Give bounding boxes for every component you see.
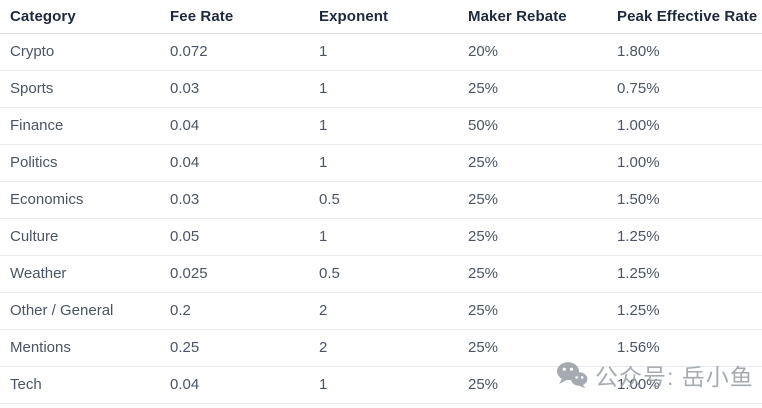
table-row: Economics 0.03 0.5 25% 1.50% xyxy=(0,181,762,219)
cell-exponent: 0.5 xyxy=(319,255,468,293)
cell-exponent: 2 xyxy=(319,292,468,330)
cell-maker-rebate: 25% xyxy=(468,70,617,108)
column-header-exponent: Exponent xyxy=(319,0,468,34)
cell-exponent: 1 xyxy=(319,218,468,256)
cell-peak-effective-rate: 1.25% xyxy=(617,218,762,256)
cell-fee-rate: 0.25 xyxy=(170,329,319,367)
cell-exponent: 1 xyxy=(319,366,468,404)
cell-peak-effective-rate: 1.00% xyxy=(617,107,762,145)
cell-exponent: 1 xyxy=(319,107,468,145)
table-row: Tech 0.04 1 25% 1.00% xyxy=(0,366,762,404)
cell-maker-rebate: 25% xyxy=(468,329,617,367)
cell-exponent: 1 xyxy=(319,33,468,71)
cell-fee-rate: 0.2 xyxy=(170,292,319,330)
cell-fee-rate: 0.025 xyxy=(170,255,319,293)
table-row: Other / General 0.2 2 25% 1.25% xyxy=(0,292,762,330)
cell-peak-effective-rate: 1.25% xyxy=(617,292,762,330)
cell-fee-rate: 0.03 xyxy=(170,181,319,219)
cell-category: Finance xyxy=(0,107,170,145)
cell-exponent: 1 xyxy=(319,70,468,108)
cell-peak-effective-rate: 1.56% xyxy=(617,329,762,367)
table-row: Mentions 0.25 2 25% 1.56% xyxy=(0,329,762,367)
cell-peak-effective-rate: 1.50% xyxy=(617,181,762,219)
table-row: Finance 0.04 1 50% 1.00% xyxy=(0,107,762,145)
cell-category: Tech xyxy=(0,366,170,404)
cell-exponent: 0.5 xyxy=(319,181,468,219)
cell-category: Other / General xyxy=(0,292,170,330)
cell-fee-rate: 0.03 xyxy=(170,70,319,108)
cell-exponent: 2 xyxy=(319,329,468,367)
cell-maker-rebate: 25% xyxy=(468,144,617,182)
cell-category: Culture xyxy=(0,218,170,256)
cell-fee-rate: 0.04 xyxy=(170,366,319,404)
cell-maker-rebate: 25% xyxy=(468,255,617,293)
table-row: Politics 0.04 1 25% 1.00% xyxy=(0,144,762,182)
cell-fee-rate: 0.072 xyxy=(170,33,319,71)
cell-fee-rate: 0.05 xyxy=(170,218,319,256)
cell-category: Weather xyxy=(0,255,170,293)
cell-maker-rebate: 25% xyxy=(468,292,617,330)
cell-peak-effective-rate: 1.00% xyxy=(617,366,762,404)
cell-exponent: 1 xyxy=(319,144,468,182)
table-row: Culture 0.05 1 25% 1.25% xyxy=(0,218,762,256)
cell-fee-rate: 0.04 xyxy=(170,107,319,145)
cell-peak-effective-rate: 1.80% xyxy=(617,33,762,71)
cell-peak-effective-rate: 1.00% xyxy=(617,144,762,182)
cell-maker-rebate: 20% xyxy=(468,33,617,71)
cell-category: Sports xyxy=(0,70,170,108)
table-header-row: Category Fee Rate Exponent Maker Rebate … xyxy=(0,0,762,34)
column-header-category: Category xyxy=(0,0,170,34)
cell-peak-effective-rate: 1.25% xyxy=(617,255,762,293)
table-row: Weather 0.025 0.5 25% 1.25% xyxy=(0,255,762,293)
cell-maker-rebate: 50% xyxy=(468,107,617,145)
table-row: Crypto 0.072 1 20% 1.80% xyxy=(0,33,762,71)
cell-maker-rebate: 25% xyxy=(468,366,617,404)
cell-maker-rebate: 25% xyxy=(468,218,617,256)
cell-fee-rate: 0.04 xyxy=(170,144,319,182)
table-row: Sports 0.03 1 25% 0.75% xyxy=(0,70,762,108)
cell-peak-effective-rate: 0.75% xyxy=(617,70,762,108)
cell-category: Politics xyxy=(0,144,170,182)
cell-category: Mentions xyxy=(0,329,170,367)
column-header-maker-rebate: Maker Rebate xyxy=(468,0,617,34)
column-header-peak-effective-rate: Peak Effective Rate xyxy=(617,0,762,34)
cell-maker-rebate: 25% xyxy=(468,181,617,219)
cell-category: Economics xyxy=(0,181,170,219)
column-header-fee-rate: Fee Rate xyxy=(170,0,319,34)
cell-category: Crypto xyxy=(0,33,170,71)
